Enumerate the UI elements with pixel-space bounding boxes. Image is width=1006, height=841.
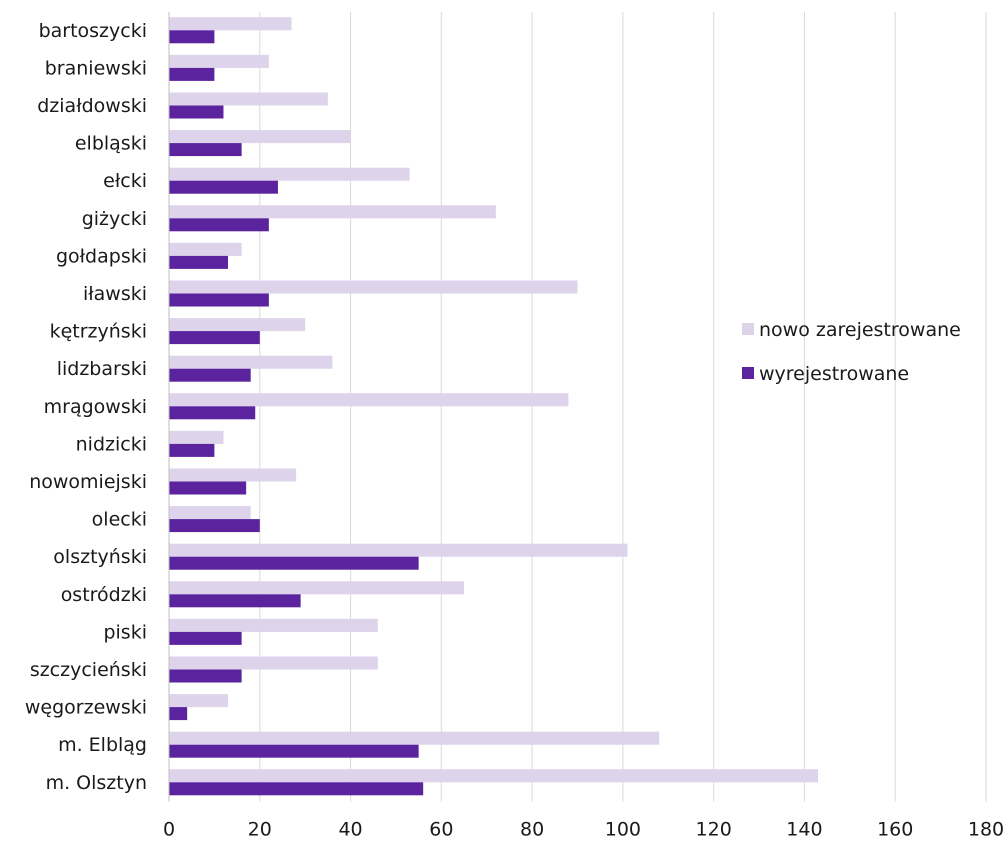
x-tick-label: 180: [968, 819, 1004, 841]
legend-swatch: [742, 323, 754, 335]
x-tick-label: 160: [877, 819, 913, 841]
category-label: ostródzki: [61, 584, 147, 606]
bar-wyrejestrowane: [169, 255, 229, 269]
category-label: ełcki: [103, 170, 147, 192]
bar-nowo-zarejestrowane: [169, 205, 496, 219]
bar-nowo-zarejestrowane: [169, 543, 628, 557]
category-label: nowomiejski: [29, 471, 147, 493]
bar-nowo-zarejestrowane: [169, 506, 251, 520]
bar-nowo-zarejestrowane: [169, 618, 378, 632]
category-label: bartoszycki: [39, 20, 147, 42]
bar-nowo-zarejestrowane: [169, 769, 819, 783]
x-tick-labels: 0 20 40 60 80 100 120 140 160 180: [163, 819, 1004, 841]
bar-wyrejestrowane: [169, 707, 188, 721]
bar-nowo-zarejestrowane: [169, 731, 660, 745]
category-label: piski: [103, 621, 147, 643]
x-tick-label: 60: [429, 819, 453, 841]
category-label: braniewski: [45, 57, 147, 79]
category-label: elbląski: [75, 133, 147, 155]
bar-nowo-zarejestrowane: [169, 694, 229, 708]
bar-wyrejestrowane: [169, 443, 215, 457]
bar-wyrejestrowane: [169, 669, 242, 683]
grid-lines: [259, 12, 987, 802]
x-tick-label: 40: [338, 819, 362, 841]
legend-label: wyrejestrowane: [759, 363, 909, 385]
bar-wyrejestrowane: [169, 218, 269, 232]
x-tick-label: 100: [605, 819, 641, 841]
category-label: działdowski: [37, 95, 147, 117]
bar-nowo-zarejestrowane: [169, 92, 328, 106]
x-tick-label: 0: [163, 819, 175, 841]
bar-nowo-zarejestrowane: [169, 468, 297, 482]
bar-nowo-zarejestrowane: [169, 656, 378, 670]
category-label: mrągowski: [44, 396, 147, 418]
legend-label: nowo zarejestrowane: [759, 319, 961, 341]
category-label: giżycki: [82, 208, 147, 230]
bar-nowo-zarejestrowane: [169, 430, 224, 444]
bar-nowo-zarejestrowane: [169, 355, 333, 369]
category-label: m. Olsztyn: [46, 772, 147, 794]
category-label: węgorzewski: [25, 697, 147, 719]
bar-wyrejestrowane: [169, 105, 224, 119]
bar-wyrejestrowane: [169, 30, 215, 44]
bar-wyrejestrowane: [169, 481, 247, 495]
legend-swatch: [742, 367, 754, 379]
bar-wyrejestrowane: [169, 180, 278, 194]
category-label: szczycieński: [30, 659, 147, 681]
bar-wyrejestrowane: [169, 331, 260, 345]
category-label: iławski: [83, 283, 147, 305]
bar-wyrejestrowane: [169, 406, 256, 420]
category-label: olecki: [92, 509, 147, 531]
bar-wyrejestrowane: [169, 293, 269, 307]
bar-nowo-zarejestrowane: [169, 318, 306, 332]
category-label: nidzicki: [76, 433, 147, 455]
x-tick-label: 80: [520, 819, 544, 841]
bar-nowo-zarejestrowane: [169, 54, 269, 68]
bar-wyrejestrowane: [169, 368, 251, 382]
category-label: olsztyński: [53, 546, 147, 568]
bar-wyrejestrowane: [169, 556, 419, 570]
x-tick-label: 120: [696, 819, 732, 841]
category-labels: bartoszycki braniewski działdowski elbląski…: [25, 20, 147, 794]
bar-wyrejestrowane: [169, 143, 242, 157]
bar-wyrejestrowane: [169, 594, 301, 608]
bar-wyrejestrowane: [169, 67, 215, 81]
category-label: kętrzyński: [50, 321, 147, 343]
category-label: gołdapski: [56, 245, 147, 267]
bar-nowo-zarejestrowane: [169, 242, 242, 256]
bar-nowo-zarejestrowane: [169, 130, 351, 144]
category-label: m. Elbląg: [58, 734, 147, 756]
bar-wyrejestrowane: [169, 782, 424, 796]
bar-nowo-zarejestrowane: [169, 167, 410, 181]
bar-nowo-zarejestrowane: [169, 581, 465, 595]
bar-wyrejestrowane: [169, 744, 419, 758]
category-label: lidzbarski: [57, 358, 147, 380]
bar-wyrejestrowane: [169, 631, 242, 645]
x-tick-label: 140: [786, 819, 822, 841]
bars: [169, 17, 819, 796]
legend: nowo zarejestrowane wyrejestrowane: [742, 319, 961, 385]
bar-nowo-zarejestrowane: [169, 280, 578, 294]
bar-nowo-zarejestrowane: [169, 17, 292, 31]
bar-wyrejestrowane: [169, 519, 260, 533]
x-tick-label: 20: [248, 819, 272, 841]
bar-nowo-zarejestrowane: [169, 393, 569, 407]
